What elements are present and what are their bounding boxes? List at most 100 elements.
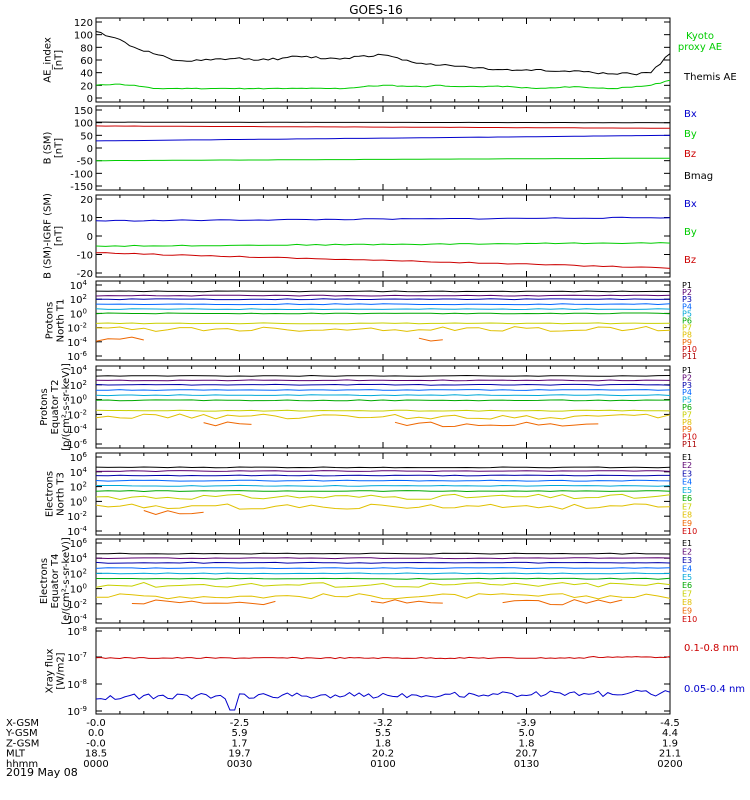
channel-label: E3	[682, 469, 692, 478]
y-tick-label: 10-6	[67, 438, 87, 451]
y-tick-label: 10-7	[67, 651, 87, 664]
panel-frame	[95, 452, 671, 536]
channel-label: E10	[682, 527, 697, 536]
flux-channel-line	[95, 303, 671, 306]
b-series-line	[95, 125, 671, 129]
x-axis-row-label: Z-GSM	[6, 738, 39, 749]
flux-channel-line	[96, 593, 671, 600]
flux-channel-line	[96, 552, 671, 555]
x-axis-value: -0.0	[86, 738, 106, 749]
x-axis-value: 21.1	[659, 749, 681, 760]
channel-label: P10	[682, 433, 697, 442]
flux-channel-line	[96, 389, 671, 391]
y-axis-label-line: Electrons	[39, 558, 50, 604]
flux-channel-line	[203, 421, 252, 427]
flux-channel-line	[95, 561, 671, 564]
x-axis-value: 5.5	[375, 728, 391, 739]
x-axis-value: 18.5	[85, 749, 107, 760]
b-series-line	[95, 252, 671, 269]
y-axis-label-line: [nT]	[54, 226, 65, 246]
x-axis-value: 1.9	[662, 738, 678, 749]
ae-series-line	[95, 31, 671, 76]
flux-channel-line	[370, 599, 443, 604]
flux-channel-line	[95, 383, 671, 386]
x-axis-value: 0130	[514, 759, 539, 770]
channel-label: P4	[682, 302, 692, 311]
x-axis-value: 1.7	[232, 738, 248, 749]
y-axis-label: Protons Equator T2 [p/(cm²-s-sr-keV)]	[39, 363, 72, 451]
x-axis-value: -3.2	[373, 718, 393, 729]
y-axis-label: Electrons Equator T4 [e/(cm²-s-sr-keV)]	[39, 537, 72, 625]
channel-label: P4	[682, 388, 692, 397]
flux-channel-line	[95, 474, 670, 477]
y-axis-label-line: B (SM)	[43, 131, 54, 164]
y-tick-label: -50	[77, 157, 93, 168]
channel-label: E3	[682, 556, 692, 565]
date-label: 2019 May 08	[6, 766, 78, 779]
channel-label: P1	[682, 366, 692, 375]
y-axis-label-line: [nT]	[54, 138, 65, 158]
y-tick-label: 10-2	[67, 598, 87, 611]
legend-label: Bz	[684, 255, 696, 266]
y-axis-label-line: North T1	[56, 299, 67, 343]
y-axis-label: Electrons North T3	[45, 471, 67, 517]
b-series-line	[96, 121, 670, 124]
x-axis-value: 5.0	[519, 728, 535, 739]
channel-label: E5	[682, 486, 692, 495]
y-tick-label: 0	[87, 232, 93, 243]
flux-channel-line	[95, 557, 671, 560]
y-axis-label: Xray flux [W/m2]	[45, 649, 67, 694]
plot-title: GOES-16	[349, 3, 403, 17]
channel-label: P5	[682, 309, 692, 318]
flux-channel-line	[95, 290, 671, 293]
y-axis-label-line: AE_index	[43, 37, 54, 83]
y-tick-label: 120	[74, 18, 93, 29]
y-tick-label: 102	[70, 293, 87, 306]
flux-channel-line	[394, 421, 599, 428]
y-tick-label: 0	[87, 144, 93, 155]
flux-channel-line	[95, 581, 671, 588]
x-axis-value: 0000	[83, 759, 108, 770]
flux-channel-line	[95, 413, 671, 420]
flux-channel-line	[95, 394, 671, 397]
y-tick-label: 106	[70, 537, 88, 550]
y-tick-label: 102	[70, 481, 87, 494]
y-tick-label: 106	[70, 451, 88, 464]
y-tick-label: 10-4	[67, 613, 87, 626]
x-axis-value: 1.8	[375, 738, 391, 749]
flux-channel-line	[95, 409, 671, 412]
channel-label: E8	[682, 511, 692, 520]
channel-label: E7	[682, 590, 692, 599]
y-tick-label: 20	[80, 81, 93, 92]
xray-long-line	[95, 655, 671, 660]
channel-label: P3	[682, 295, 692, 304]
channel-label: E9	[682, 519, 692, 528]
flux-channel-line	[95, 577, 671, 580]
flux-channel-line	[95, 479, 671, 482]
y-tick-label: 150	[74, 106, 93, 117]
channel-label: P8	[682, 331, 692, 340]
x-axis-value: 20.7	[515, 749, 537, 760]
channel-label: P6	[682, 317, 692, 326]
y-axis-label: B (SM) [nT]	[43, 131, 65, 164]
flux-channel-line	[95, 312, 671, 315]
flux-channel-line	[131, 599, 276, 606]
y-axis-label-line: [W/m2]	[56, 652, 67, 689]
x-axis-row-label: hhmm	[6, 759, 38, 770]
y-tick-label: 50	[80, 131, 93, 142]
flux-channel-line	[95, 490, 671, 493]
channel-label: E8	[682, 598, 692, 607]
x-axis-row-label: Y-GSM	[5, 728, 38, 739]
y-tick-label: 10-2	[67, 510, 87, 523]
flux-channel-line	[95, 374, 671, 377]
y-tick-label: 10	[80, 214, 93, 225]
x-axis-table: X-GSM -0.0 -2.5 -3.2 -3.9 -4.5 Y-GSM 0.0 5.9 5.5 5…	[5, 718, 683, 770]
y-tick-label: 100	[70, 307, 87, 320]
y-axis-label-line: [p/(cm²-s-sr-keV)]	[61, 363, 72, 451]
y-axis-label: B (SM)-IGRF (SM) [nT]	[43, 193, 65, 279]
x-axis-value: 19.7	[228, 749, 250, 760]
y-tick-label: 102	[70, 379, 87, 392]
